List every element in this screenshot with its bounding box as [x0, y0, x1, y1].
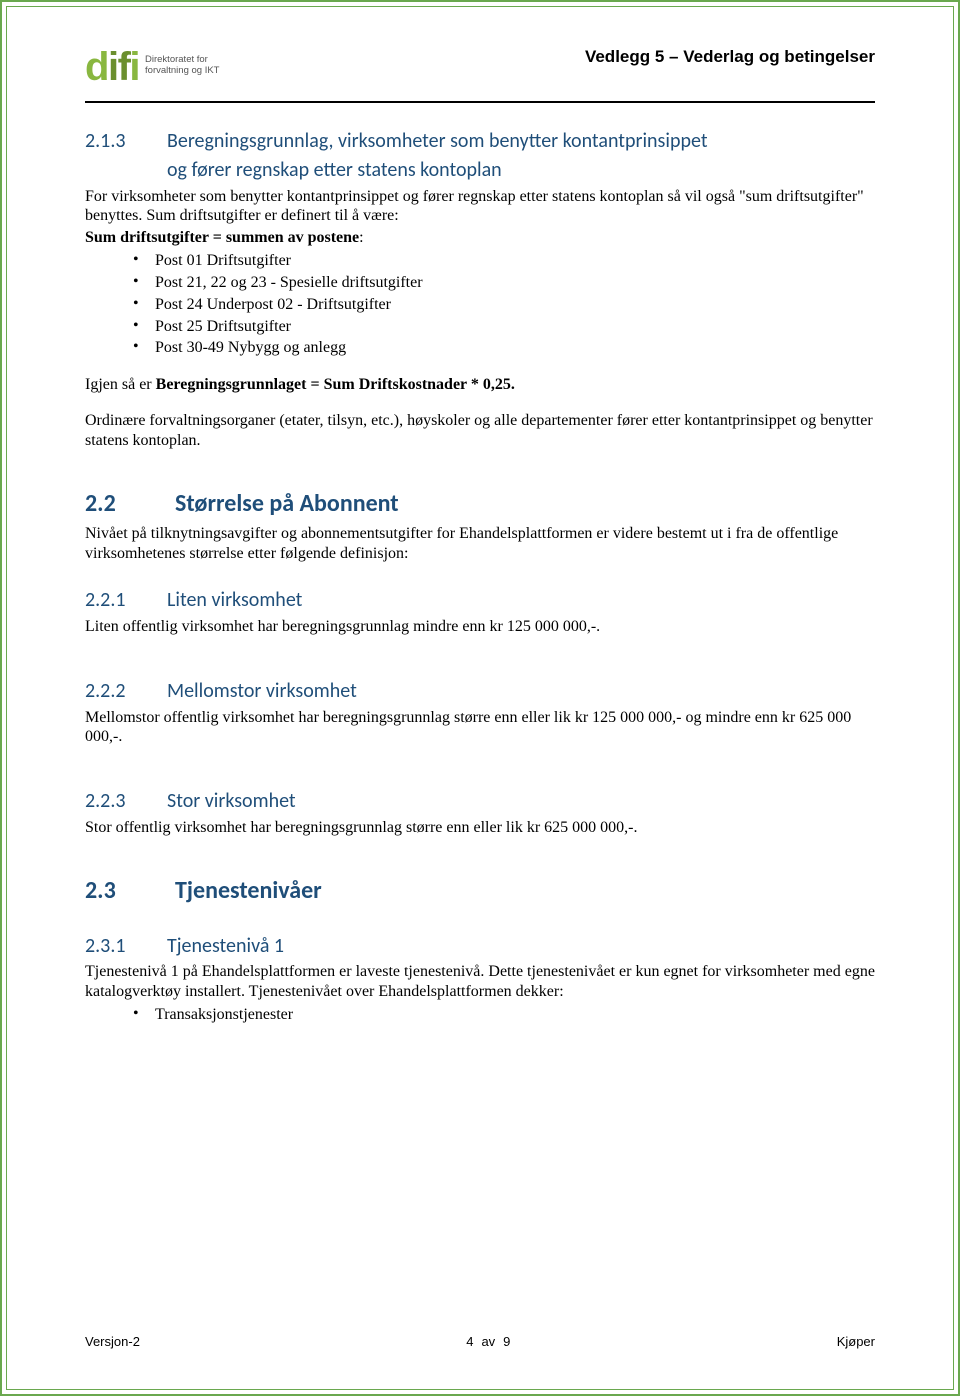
heading-2-1-3: 2.1.3 Beregningsgrunnlag, virksomheter s… [85, 129, 875, 183]
list-item: Post 24 Underpost 02 - Driftsutgifter [155, 294, 875, 316]
heading-number: 2.3.1 [85, 934, 131, 959]
text-run: : [359, 229, 363, 246]
logo-mark: difi [85, 45, 139, 87]
bullet-list: Transaksjonstjenester [85, 1004, 875, 1026]
list-item: Post 21, 22 og 23 - Spesielle driftsutgi… [155, 272, 875, 294]
paragraph: Mellomstor offentlig virksomhet har bere… [85, 708, 875, 748]
logo-word: difi [85, 47, 139, 87]
footer-page-indicator: 4 av 9 [466, 1334, 510, 1349]
page-inner-border: difi Direktoratet for forvaltning og IKT… [6, 6, 954, 1390]
paragraph: Igjen så er Beregningsgrunnlaget = Sum D… [85, 375, 875, 395]
footer-page-total: 9 [503, 1334, 510, 1349]
heading-text: Tjenestenivåer [175, 876, 322, 906]
page-footer: Versjon-2 4 av 9 Kjøper [85, 1334, 875, 1349]
bullet-list: Post 01 Driftsutgifter Post 21, 22 og 23… [85, 250, 875, 359]
paragraph: Sum driftsutgifter = summen av postene: [85, 228, 875, 248]
heading-number: 2.3 [85, 876, 125, 906]
footer-page-sep: av [481, 1334, 495, 1349]
footer-right: Kjøper [837, 1334, 875, 1349]
paragraph: Tjenestenivå 1 på Ehandelsplattformen er… [85, 962, 875, 1002]
heading-2-2-3: 2.2.3 Stor virksomhet [85, 789, 875, 814]
heading-2-2: 2.2 Størrelse på Abonnent [85, 489, 875, 519]
paragraph: Ordinære forvaltningsorganer (etater, ti… [85, 411, 875, 451]
footer-page-current: 4 [466, 1334, 473, 1349]
page-outer-border: difi Direktoratet for forvaltning og IKT… [0, 0, 960, 1396]
list-item: Post 25 Driftsutgifter [155, 316, 875, 338]
heading-2-3-1: 2.3.1 Tjenestenivå 1 [85, 934, 875, 959]
page-header: difi Direktoratet for forvaltning og IKT… [85, 45, 875, 87]
list-item: Transaksjonstjenester [155, 1004, 875, 1026]
document-body: 2.1.3 Beregningsgrunnlag, virksomheter s… [85, 129, 875, 1026]
heading-text: Tjenestenivå 1 [167, 934, 284, 959]
list-item: Post 01 Driftsutgifter [155, 250, 875, 272]
heading-text: Mellomstor virksomhet [167, 679, 357, 704]
logo-sub-line2: forvaltning og IKT [145, 66, 219, 77]
heading-text: Stor virksomhet [167, 789, 296, 814]
heading-number: 2.1.3 [85, 129, 131, 154]
paragraph: Liten offentlig virksomhet har beregning… [85, 617, 875, 637]
paragraph: Nivået på tilknytningsavgifter og abonne… [85, 524, 875, 564]
paragraph: Stor offentlig virksomhet har beregnings… [85, 818, 875, 838]
logo-subtitle: Direktoratet for forvaltning og IKT [145, 55, 219, 77]
list-item: Post 30-49 Nybygg og anlegg [155, 337, 875, 359]
heading-number: 2.2.3 [85, 789, 131, 814]
heading-text-line2: og fører regnskap etter statens kontopla… [85, 158, 875, 183]
heading-number: 2.2 [85, 489, 125, 519]
heading-text: Størrelse på Abonnent [175, 489, 399, 519]
heading-2-2-1: 2.2.1 Liten virksomhet [85, 588, 875, 613]
heading-number: 2.2.1 [85, 588, 131, 613]
header-title: Vedlegg 5 – Vederlag og betingelser [585, 47, 875, 67]
heading-text: Liten virksomhet [167, 588, 302, 613]
header-rule [85, 101, 875, 103]
text-run: Igjen så er [85, 376, 156, 393]
footer-version: Versjon-2 [85, 1334, 140, 1349]
heading-number: 2.2.2 [85, 679, 131, 704]
bold-run: Beregningsgrunnlaget = Sum Driftskostnad… [156, 376, 515, 393]
difi-logo: difi Direktoratet for forvaltning og IKT [85, 45, 219, 87]
heading-2-3: 2.3 Tjenestenivåer [85, 876, 875, 906]
heading-2-2-2: 2.2.2 Mellomstor virksomhet [85, 679, 875, 704]
bold-run: Sum driftsutgifter = summen av postene [85, 229, 359, 246]
paragraph: For virksomheter som benytter kontantpri… [85, 187, 875, 227]
heading-text-line1: Beregningsgrunnlag, virksomheter som ben… [167, 129, 708, 154]
